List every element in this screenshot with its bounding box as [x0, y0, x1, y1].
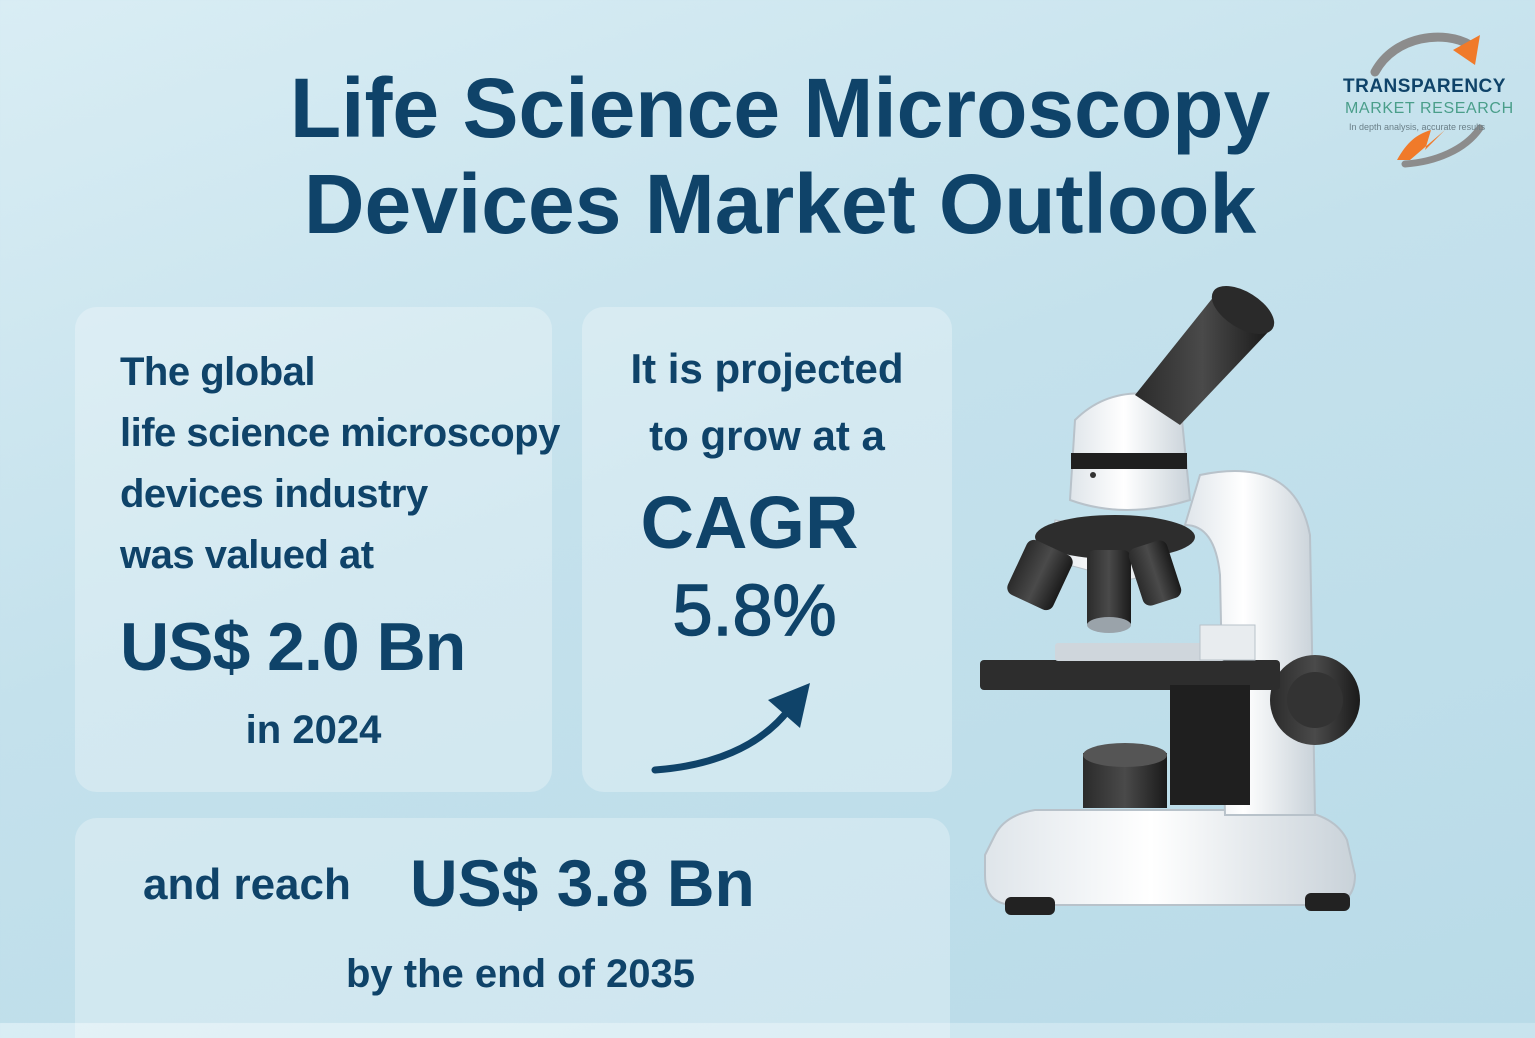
growth-line-1: It is projected	[630, 345, 904, 392]
forecast-card	[75, 818, 950, 1038]
current-value-card	[75, 307, 552, 792]
curved-up-arrow-icon	[651, 683, 810, 774]
forecast-lead: and reach	[143, 860, 351, 909]
current-line-3: devices industry	[120, 472, 428, 516]
growth-card	[582, 307, 952, 792]
current-market-value: US$ 2.0 Bn	[120, 609, 466, 685]
current-year: in 2024	[245, 708, 382, 752]
logo-name: TRANSPARENCY	[1343, 76, 1506, 97]
logo-subname: MARKET RESEARCH	[1345, 100, 1514, 117]
page-title: Life Science Microscopy Devices Market O…	[200, 60, 1360, 252]
current-line-2: life science microscopy	[120, 411, 560, 455]
forecast-year: by the end of 2035	[346, 952, 695, 996]
cagr-label: CAGR	[640, 481, 859, 564]
current-value-description: The global life science microscopy devic…	[120, 342, 560, 586]
swoosh-arrow-logo-icon	[1370, 32, 1484, 168]
current-line-4: was valued at	[120, 533, 374, 577]
title-line-1: Life Science Microscopy	[289, 61, 1271, 155]
forecast-market-value: US$ 3.8 Bn	[410, 846, 755, 920]
microscope-illustration	[980, 285, 1360, 915]
logo-tagline: In depth analysis, accurate results	[1349, 122, 1486, 132]
current-line-1: The global	[120, 350, 315, 394]
brand-logo: TRANSPARENCY MARKET RESEARCH In depth an…	[1335, 30, 1525, 170]
growth-line-2: to grow at a	[649, 412, 885, 459]
title-line-2: Devices Market Outlook	[303, 157, 1257, 251]
cagr-value: 5.8%	[672, 570, 838, 652]
